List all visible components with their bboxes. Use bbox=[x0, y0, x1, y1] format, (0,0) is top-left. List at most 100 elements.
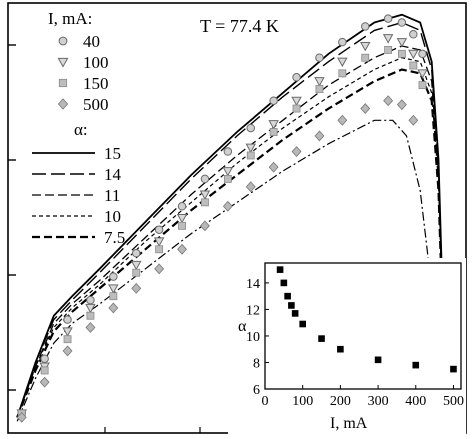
data-point-150mA bbox=[246, 151, 255, 160]
data-point-100mA bbox=[130, 260, 142, 271]
data-point-500mA bbox=[154, 263, 165, 275]
data-point-150mA bbox=[384, 45, 393, 54]
data-point-100mA bbox=[245, 143, 256, 154]
inset-x-tick-label: 500 bbox=[443, 394, 464, 409]
inset-plot-frame bbox=[264, 262, 462, 390]
data-point-100mA bbox=[314, 77, 325, 87]
data-point-150mA bbox=[63, 335, 72, 344]
data-point-500mA bbox=[85, 322, 96, 333]
measured-points bbox=[16, 14, 428, 423]
inset-y-axis-label: α bbox=[238, 318, 247, 335]
inset-data-point bbox=[299, 320, 306, 328]
data-point-100mA bbox=[62, 327, 73, 337]
data-point-40mA bbox=[315, 53, 324, 62]
data-point-100mA bbox=[417, 69, 428, 79]
data-point-40mA bbox=[63, 315, 72, 324]
inset-data-point bbox=[337, 345, 344, 353]
data-point-500mA bbox=[62, 345, 73, 357]
data-point-100mA bbox=[291, 96, 302, 107]
data-point-500mA bbox=[39, 376, 50, 388]
data-point-150mA bbox=[86, 311, 95, 320]
legend-marker-100mA bbox=[57, 57, 69, 68]
data-point-150mA bbox=[292, 104, 301, 113]
inset-data-point bbox=[280, 279, 288, 287]
inset-data-point bbox=[374, 356, 382, 364]
data-point-500mA bbox=[383, 95, 394, 107]
data-point-500mA bbox=[291, 146, 302, 157]
data-point-40mA bbox=[223, 147, 233, 156]
inset-data-point bbox=[276, 266, 284, 273]
inset-x-axis-label: I, mA bbox=[330, 415, 368, 432]
data-point-40mA bbox=[338, 37, 347, 47]
data-point-40mA bbox=[383, 14, 393, 23]
data-point-100mA bbox=[268, 120, 279, 130]
legend-current: I, mA: 40 100 150 500 bbox=[48, 9, 109, 114]
data-point-500mA bbox=[131, 282, 142, 294]
inset-y-tick-label: 12 bbox=[246, 303, 260, 318]
data-point-40mA bbox=[154, 225, 164, 234]
data-point-500mA bbox=[222, 200, 233, 212]
legend-alpha: α: 15 14 11 10 7.5 bbox=[32, 120, 125, 247]
legend-current-entries: 40 100 150 500 bbox=[57, 32, 109, 114]
data-point-150mA bbox=[397, 49, 406, 58]
legend-alpha-title: α: bbox=[74, 120, 88, 139]
data-point-100mA bbox=[408, 49, 419, 60]
inset-points bbox=[276, 266, 457, 373]
data-point-100mA bbox=[382, 34, 394, 44]
data-point-150mA bbox=[178, 221, 186, 230]
data-point-150mA bbox=[109, 292, 118, 301]
inset-data-point bbox=[288, 302, 295, 309]
inset-background bbox=[228, 258, 466, 434]
data-point-150mA bbox=[418, 81, 427, 90]
inset-data-point bbox=[450, 365, 457, 373]
inset-x-tick-label: 400 bbox=[405, 394, 426, 409]
data-point-500mA bbox=[360, 103, 371, 114]
data-point-40mA bbox=[200, 174, 210, 184]
inset-y-tick-label: 8 bbox=[253, 356, 260, 371]
inset-data-point bbox=[291, 310, 299, 317]
legend-marker-40mA bbox=[58, 36, 68, 46]
data-point-150mA bbox=[223, 174, 232, 183]
data-point-150mA bbox=[40, 366, 49, 375]
data-point-500mA bbox=[245, 181, 256, 193]
legend-alpha-label: 11 bbox=[104, 186, 120, 205]
inset-x-tick-label: 0 bbox=[262, 394, 269, 409]
legend-current-label: 150 bbox=[83, 74, 109, 93]
inset-data-point bbox=[412, 361, 420, 369]
data-point-40mA bbox=[409, 30, 418, 39]
data-point-500mA bbox=[408, 114, 419, 126]
data-point-40mA bbox=[269, 96, 278, 105]
data-point-500mA bbox=[108, 302, 119, 314]
legend-alpha-label: 7.5 bbox=[104, 228, 125, 247]
data-point-150mA bbox=[132, 268, 141, 277]
data-point-100mA bbox=[222, 167, 234, 177]
data-point-100mA bbox=[108, 284, 119, 294]
data-point-40mA bbox=[361, 22, 370, 31]
model-curve-unlabelled bbox=[16, 119, 437, 422]
data-point-150mA bbox=[409, 61, 418, 70]
inset-x-tick-label: 300 bbox=[368, 394, 389, 409]
data-point-500mA bbox=[177, 243, 187, 255]
legend-marker-150mA bbox=[58, 78, 68, 88]
data-point-40mA bbox=[40, 354, 49, 363]
inset-axis-ticks: 0 100 200 300 400 500 6 8 10 12 14 bbox=[246, 277, 464, 409]
legend-current-label: 500 bbox=[83, 95, 109, 114]
model-curve-11 bbox=[16, 45, 444, 418]
legend-current-title: I, mA: bbox=[48, 9, 92, 28]
inset-data-point bbox=[284, 292, 291, 300]
data-point-100mA bbox=[359, 41, 371, 52]
data-point-40mA bbox=[109, 272, 118, 281]
data-point-150mA bbox=[269, 128, 278, 136]
legend-current-label: 40 bbox=[83, 32, 100, 51]
data-point-100mA bbox=[337, 57, 348, 68]
legend-current-label: 100 bbox=[83, 53, 109, 72]
data-point-150mA bbox=[338, 69, 347, 78]
legend-alpha-label: 14 bbox=[104, 165, 122, 184]
data-point-150mA bbox=[315, 85, 324, 93]
inset-chart: 0 100 200 300 400 500 6 8 10 12 14 I, mA α bbox=[228, 258, 466, 434]
data-point-100mA bbox=[176, 213, 188, 224]
data-point-40mA bbox=[397, 18, 407, 27]
data-point-40mA bbox=[418, 49, 427, 59]
model-curve-14 bbox=[16, 21, 444, 418]
model-curve-15 bbox=[16, 13, 444, 418]
